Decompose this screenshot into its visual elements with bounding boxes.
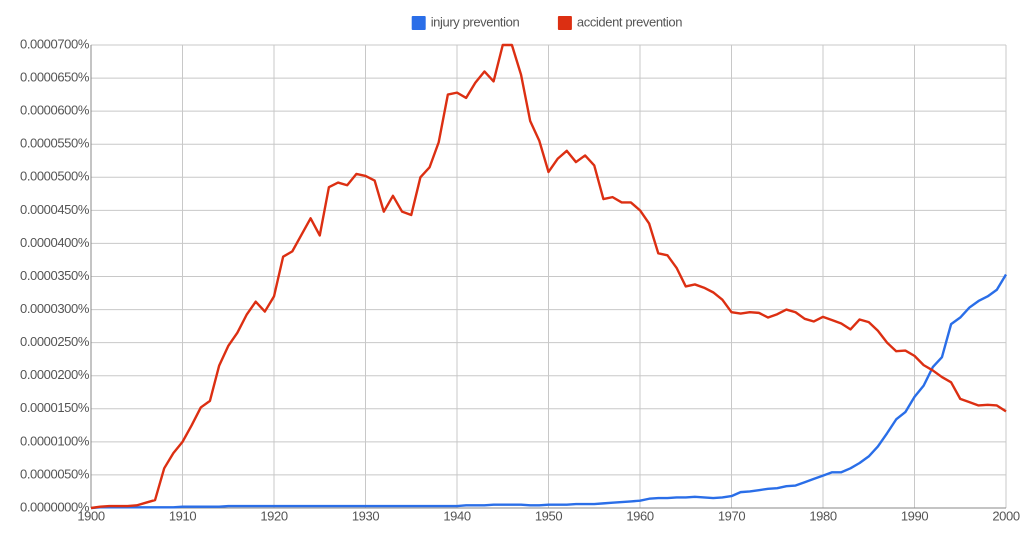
x-tick-label: 1980 [809,508,836,523]
series-line [90,273,1008,510]
legend-label: accident prevention [577,14,682,29]
y-tick-label: 0.0000550% [20,136,90,151]
x-tick-label: 1930 [352,508,379,523]
y-tick-label: 0.0000700% [20,36,90,51]
legend-swatch [411,16,426,30]
y-tick-label: 0.0000100% [20,433,90,448]
y-tick-label: 0.0000250% [20,334,90,349]
legend-label: injury prevention [431,14,520,29]
y-tick-label: 0.0000150% [20,400,90,415]
y-tick-label: 0.0000400% [20,235,90,250]
x-tick-label: 1900 [77,508,104,523]
y-tick-label: 0.0000600% [20,103,90,118]
x-tick-label: 2000 [992,508,1019,523]
x-tick-label: 1960 [626,508,653,523]
y-tick-label: 0.0000500% [20,169,90,184]
y-tick-label: 0.0000450% [20,202,90,217]
x-tick-label: 1940 [443,508,470,523]
x-tick-label: 1990 [901,508,928,523]
y-tick-label: 0.0000650% [20,70,90,85]
y-tick-label: 0.0000350% [20,268,90,283]
y-tick-label: 0.0000000% [20,499,90,514]
legend-swatch [557,16,572,30]
y-tick-label: 0.0000200% [20,367,90,382]
y-tick-label: 0.0000300% [20,301,90,316]
y-tick-label: 0.0000050% [20,466,90,481]
x-tick-label: 1920 [260,508,287,523]
x-tick-label: 1970 [718,508,745,523]
x-tick-label: 1910 [169,508,196,523]
x-tick-label: 1950 [535,508,562,523]
series-line [90,43,1007,510]
